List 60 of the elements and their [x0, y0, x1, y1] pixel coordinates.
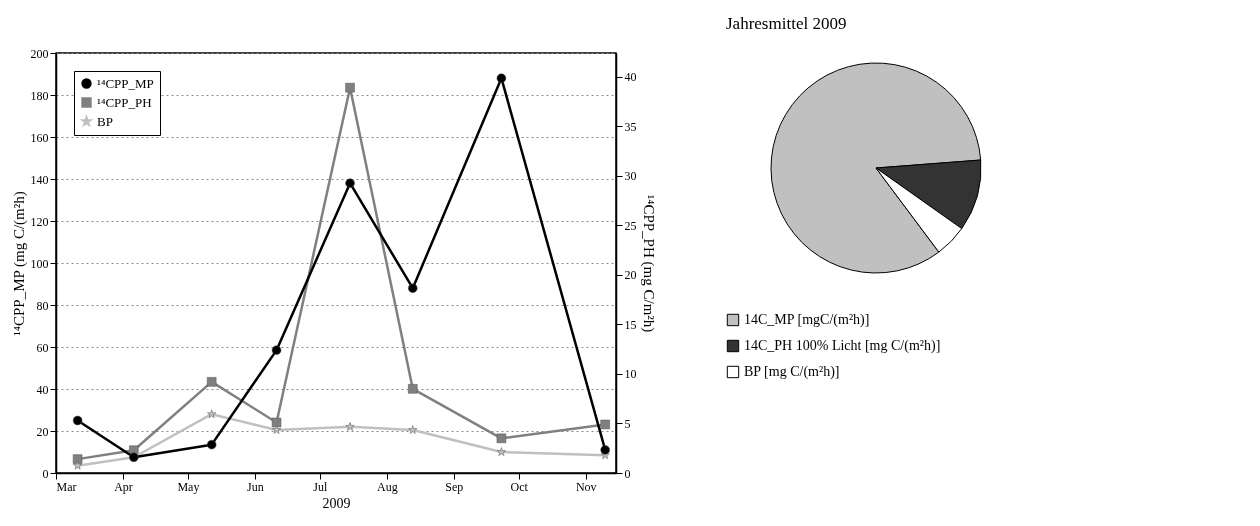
point — [206, 377, 217, 387]
x-tick-label: Aug — [376, 479, 398, 494]
y-tick-label: 60 — [36, 340, 49, 355]
y-tick-label: 160 — [30, 130, 49, 145]
y2-axis-title: ¹⁴CPP_PH (mg C/m²h) — [639, 194, 657, 333]
x-tick-label: Sep — [445, 479, 464, 494]
y-tick-label: 140 — [30, 172, 49, 187]
x-tick-label: Jun — [247, 479, 264, 494]
y-tick-label: 20 — [36, 424, 49, 439]
y-tick-label: 200 — [30, 46, 49, 61]
point — [600, 419, 610, 430]
point — [345, 422, 355, 431]
point — [600, 445, 610, 455]
point — [206, 439, 217, 450]
y2-tick-label: 5 — [624, 416, 631, 431]
point — [271, 345, 282, 355]
y2-tick-label: 35 — [624, 119, 637, 134]
point — [408, 283, 418, 293]
legend-label: 14C_MP [mgC/(m²h)] — [744, 312, 870, 328]
y-tick-label: 100 — [30, 256, 49, 271]
point — [496, 447, 506, 456]
y2-tick-label: 25 — [624, 218, 637, 233]
legend-label: BP [mg C/(m²h)] — [744, 364, 840, 380]
x-axis-title: 2009 — [322, 495, 351, 511]
x-tick-label: Oct — [510, 479, 529, 494]
y2-tick-label: 0 — [624, 466, 631, 481]
x-tick-label: Nov — [575, 479, 597, 494]
x-tick-label: Mar — [56, 479, 77, 494]
point — [271, 417, 282, 428]
y2-tick-label: 40 — [624, 70, 637, 85]
y2-tick-label: 10 — [624, 367, 637, 382]
point — [72, 415, 83, 426]
legend-label: ¹⁴CPP_PH — [97, 94, 152, 110]
point — [72, 454, 83, 464]
y-tick-label: 0 — [42, 466, 49, 481]
point — [496, 433, 507, 444]
y-tick-label: 120 — [30, 214, 49, 229]
y-tick-label: 40 — [36, 382, 49, 397]
x-tick-label: Apr — [114, 479, 133, 494]
point — [272, 425, 282, 434]
x-tick-label: Jul — [313, 479, 328, 494]
y2-tick-label: 15 — [624, 317, 637, 332]
y-tick-label: 180 — [30, 88, 49, 103]
y-tick-label: 80 — [36, 298, 49, 313]
pie-slice — [770, 62, 982, 274]
y2-tick-label: 30 — [624, 169, 637, 184]
legend-label: BP — [97, 113, 113, 129]
point — [207, 409, 217, 419]
point — [345, 178, 355, 188]
legend-label: ¹⁴CPP_MP — [97, 75, 154, 91]
point — [345, 82, 355, 93]
point — [408, 425, 418, 434]
chart-title: Jahresmittel 2009 — [726, 14, 847, 33]
y-axis-title: ¹⁴CPP_MP (mg C/(m²h) — [10, 191, 28, 336]
legend-label: 14C_PH 100% Licht [mg C/(m²h)] — [744, 338, 941, 354]
point — [408, 384, 418, 394]
point — [73, 460, 83, 470]
point — [496, 73, 507, 83]
x-tick-label: May — [177, 479, 200, 494]
y2-tick-label: 20 — [624, 268, 637, 283]
